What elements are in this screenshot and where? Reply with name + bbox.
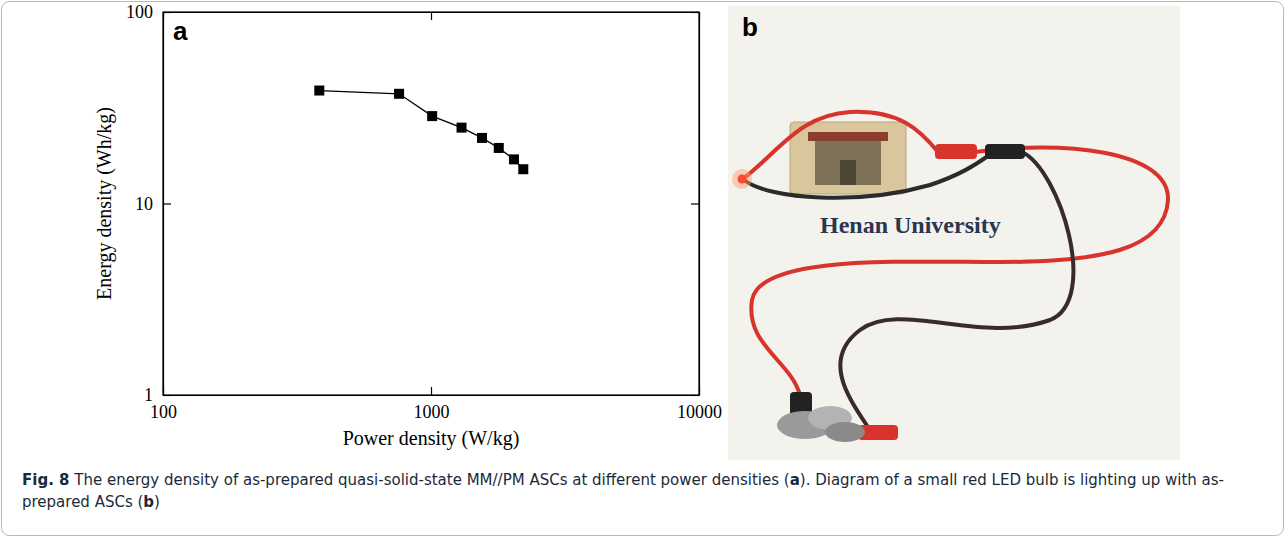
tick-label: 100 [150,402,177,422]
data-point [477,133,487,143]
tick-mark [431,387,432,395]
caption: Fig. 8 The energy density of as-prepared… [22,470,1258,514]
card-gate-roof [808,132,888,141]
tick [691,12,699,13]
tick: 10 [135,194,171,214]
tick: 100 [126,2,171,22]
card-gate-door [840,160,856,185]
panel-b: Henan University b [728,6,1180,460]
data-point [314,86,324,96]
tick-label: 1000 [414,402,450,422]
figure: 100 1000 10000 1 10 100 Power density (W/kg) En… [0,0,1285,537]
plot-frame [163,12,699,395]
tick-label: 1 [144,385,153,405]
figure-border [2,2,1284,536]
tick [431,12,432,20]
caption-text: b [143,493,154,511]
tick: 1000 [414,387,450,422]
black-clip [985,144,1025,159]
y-axis-line [699,13,700,396]
caption-text: Fig. 8 [22,471,69,489]
tick [691,395,699,396]
data-point [427,111,437,121]
data-point [494,143,504,153]
tick: 1 [144,385,171,405]
led [738,175,747,184]
panel-label: a [173,16,188,46]
photo-text: Henan University [820,212,1001,238]
card-gate [815,141,881,185]
red-clip [935,144,977,159]
tick-mark [163,203,171,204]
data-point [518,164,528,174]
tick-label: 100 [126,2,153,22]
tick-label: 10000 [677,402,722,422]
tick-mark [431,12,432,20]
cell [825,422,865,442]
black-wire-long [840,152,1073,430]
y-axis-right [691,13,700,396]
tick-mark [163,12,171,13]
data [314,86,528,175]
x-axis-line [164,395,700,396]
y-axis: 1 10 100 [126,2,171,405]
caption-text: ) [154,493,160,511]
caption-text: a [790,471,800,489]
card [790,122,906,194]
photo-background [728,6,1180,460]
y-axis-title: Energy density (Wh/kg) [93,107,116,300]
data-point [394,89,404,99]
tick-mark [163,395,171,396]
tick-label: 10 [135,194,153,214]
red-wire-long [751,147,1168,395]
caption-text: The energy density of as-prepared quasi-… [69,471,789,489]
tick-mark [691,395,699,396]
x-axis: 100 1000 10000 [150,387,722,422]
data-point [509,154,519,164]
red-wire [744,112,938,178]
data-point [457,123,467,133]
x-axis-top [164,12,700,20]
x-axis-title: Power density (W/kg) [343,427,520,450]
tick [691,204,699,205]
tick-mark [691,203,699,204]
black-wire [744,156,988,198]
panel-a: 100 1000 10000 1 10 100 Power density (W/kg) En… [93,2,722,450]
panel-label: b [742,12,758,42]
led-glow [732,169,752,189]
tick-mark [691,12,699,13]
data-line [319,91,523,170]
